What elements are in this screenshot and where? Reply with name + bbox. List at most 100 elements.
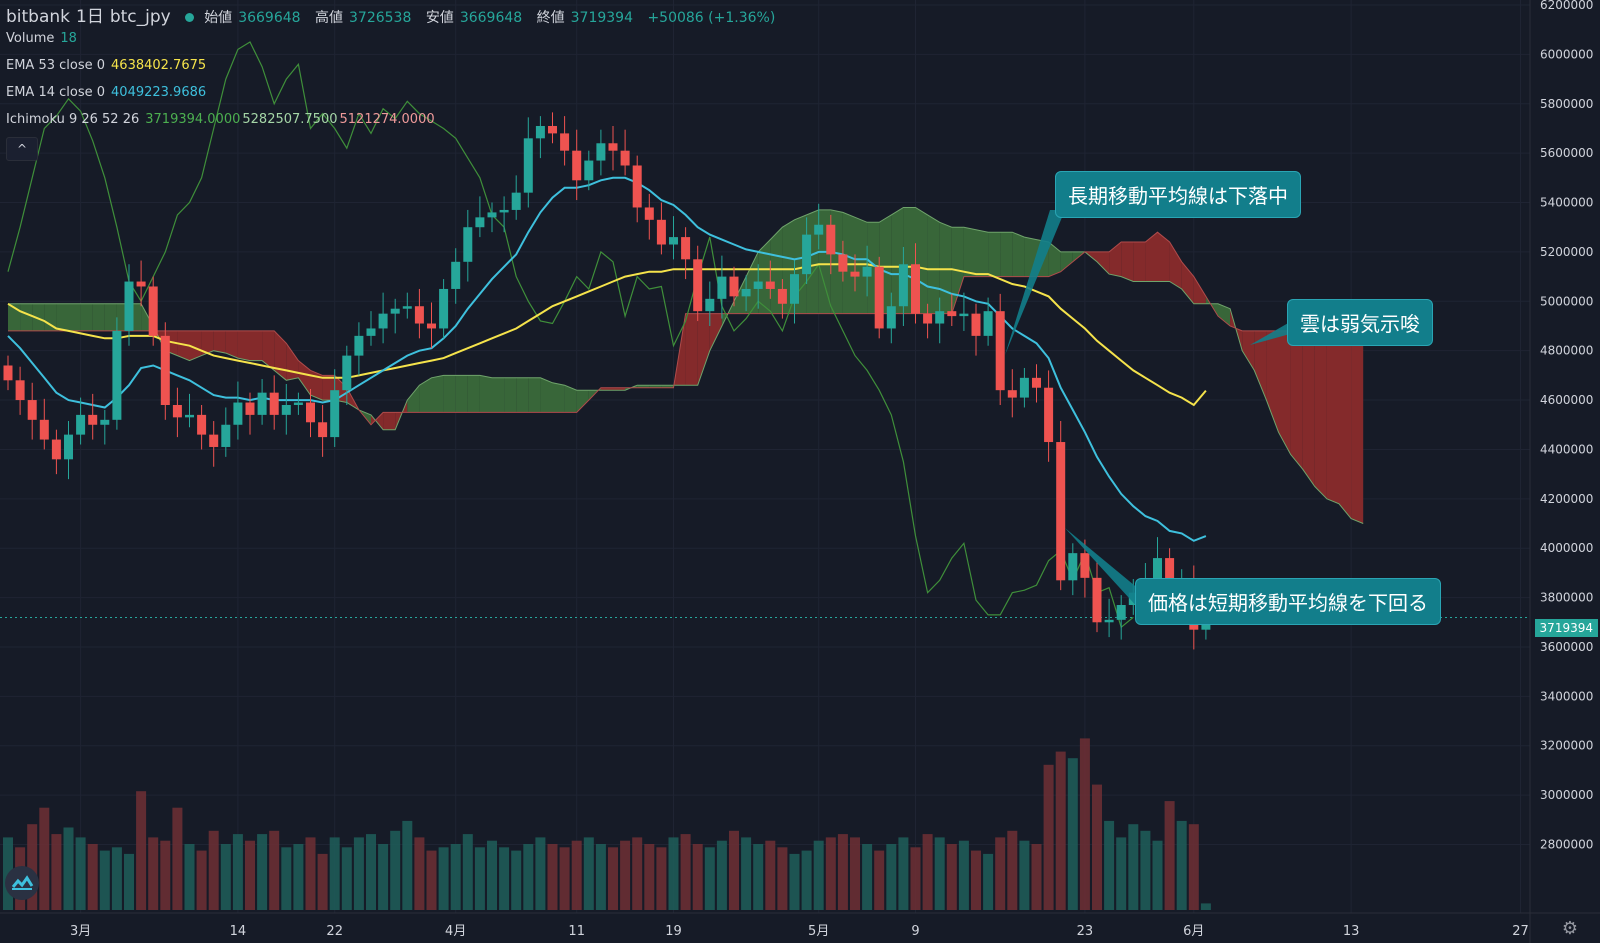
candle-body	[572, 150, 582, 181]
price-tick-label: 4000000	[1540, 541, 1593, 555]
volume-bar	[559, 847, 570, 910]
collapse-legend-button[interactable]: ^	[6, 137, 38, 161]
callout-pointer	[1250, 322, 1290, 345]
cloud-segment	[516, 377, 529, 413]
volume-bar	[922, 834, 933, 910]
senkou-span-a	[8, 207, 1364, 524]
tradingview-logo-icon[interactable]	[5, 866, 39, 900]
candle-body	[523, 138, 533, 193]
volume-bar	[136, 791, 147, 910]
senkou-span-b	[8, 231, 1364, 426]
callout-pointer	[1005, 210, 1065, 355]
candle-body	[802, 234, 812, 275]
volume-bar	[523, 844, 534, 910]
time-tick-label: 5月	[808, 924, 829, 939]
candle-body	[439, 288, 449, 329]
volume-bar	[305, 837, 316, 910]
time-tick-label: 11	[568, 924, 585, 939]
volume-bar	[245, 840, 255, 910]
time-axis[interactable]: 3月 14 22 4月 11 19 5月 9 23 6月 13 27	[0, 912, 1600, 939]
ema53-line	[7, 263, 1207, 407]
low-value: 3669648	[459, 10, 523, 26]
candle-body	[1019, 377, 1029, 398]
cloud-segment	[407, 385, 420, 413]
candle-body	[814, 224, 824, 235]
volume-bar	[124, 853, 134, 910]
ema14-legend[interactable]: EMA 14 close 0 4049223.9686	[6, 85, 212, 100]
ema53-value: 4638402.7675	[111, 58, 207, 73]
gear-icon[interactable]: ⚙	[1561, 918, 1578, 939]
price-tick-label: 4600000	[1540, 393, 1593, 407]
cloud-segment	[1169, 242, 1182, 289]
cloud-segment	[637, 385, 650, 388]
volume-bar	[946, 844, 957, 910]
volume-bar	[1176, 820, 1187, 910]
cloud-segment	[927, 214, 940, 314]
candle-body	[185, 414, 194, 418]
exchange-name[interactable]: bitbank	[6, 7, 71, 27]
volume-bar	[595, 844, 606, 910]
annotation-long-ma: 長期移動平均線は下落中	[1055, 171, 1301, 218]
cloud-segment	[1242, 330, 1255, 371]
low-label: 安値	[425, 10, 454, 26]
volume-bar	[1104, 820, 1115, 910]
ichimoku-value-1: 3719394.0000	[145, 112, 241, 127]
cloud-segment	[492, 377, 505, 413]
price-tick-label: 5600000	[1540, 146, 1593, 160]
volume-bar	[87, 844, 98, 910]
price-axis[interactable]: 6200000 6000000 5800000 5600000 5400000 52000…	[1529, 0, 1593, 943]
pair-name[interactable]: btc_jpy	[109, 7, 171, 27]
interval[interactable]: 1日	[76, 7, 104, 27]
candle-body	[499, 209, 509, 213]
candle-body	[741, 288, 751, 297]
candle-body	[366, 328, 376, 336]
candle-body	[862, 266, 872, 277]
cloud-segment	[443, 375, 456, 413]
volume-bar	[220, 844, 231, 910]
ema14-label: EMA 14 close 0	[6, 85, 106, 100]
volume-bar	[414, 837, 425, 910]
volume-bar	[765, 840, 776, 910]
volume-bar	[813, 840, 824, 910]
candle-body	[608, 143, 618, 151]
candle-body	[1104, 619, 1114, 623]
candle-body	[669, 237, 678, 245]
volume-bar	[75, 837, 86, 910]
change-value: +50086 (+1.36%)	[647, 10, 776, 26]
cloud-segment	[189, 330, 202, 361]
volume-bar	[462, 834, 473, 910]
time-tick-label: 23	[1077, 924, 1094, 939]
symbol-header: bitbank 1日 btc_jpy 始値 3669648 高値 3726538 安値 3…	[6, 2, 785, 27]
cloud-segment	[842, 212, 855, 314]
candle-body	[681, 237, 691, 260]
volume-bar	[971, 850, 981, 910]
cloud-segment	[1133, 242, 1146, 282]
volume-bar	[983, 853, 994, 910]
candle-body	[959, 313, 969, 317]
close-label: 終値	[536, 10, 565, 26]
ichimoku-legend[interactable]: Ichimoku 9 26 52 26 3719394.0000 5282507.7…	[6, 112, 441, 127]
price-tick-label: 3800000	[1540, 591, 1593, 605]
volume-bar	[753, 844, 764, 910]
cloud-segment	[988, 232, 1001, 277]
ema53-legend[interactable]: EMA 53 close 0 4638402.7675	[6, 58, 212, 73]
cloud-segment	[709, 313, 722, 351]
volume-bar	[547, 844, 558, 910]
cloud-segment	[431, 375, 444, 413]
volume-legend[interactable]: Volume 18	[6, 31, 83, 46]
candle-body	[342, 355, 352, 391]
candle-body	[874, 266, 884, 329]
volume-bar	[620, 840, 631, 910]
candle-body	[983, 311, 993, 336]
candle-body	[584, 160, 594, 181]
candle-body	[535, 125, 545, 139]
volume-bar	[1007, 830, 1018, 910]
volume-bar	[910, 847, 921, 910]
cloud-segment	[286, 343, 299, 381]
cloud-segment	[80, 303, 93, 331]
volume-bar	[886, 844, 897, 910]
candle-body	[318, 422, 328, 438]
candle-body	[414, 306, 424, 324]
cloud-segment	[20, 303, 33, 331]
